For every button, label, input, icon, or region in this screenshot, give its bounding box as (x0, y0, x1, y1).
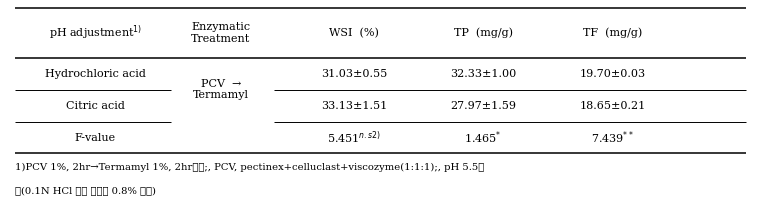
Text: 33.13±1.51: 33.13±1.51 (320, 101, 387, 111)
Text: TF  (mg/g): TF (mg/g) (583, 28, 642, 38)
Text: PCV  →
Termamyl: PCV → Termamyl (193, 79, 249, 100)
Text: WSI  (%): WSI (%) (329, 28, 379, 38)
Text: TP  (mg/g): TP (mg/g) (454, 28, 513, 38)
Text: F-value: F-value (75, 132, 116, 143)
Text: Hydrochloric acid: Hydrochloric acid (45, 69, 145, 79)
Text: 5.451$^{n.s2)}$: 5.451$^{n.s2)}$ (326, 129, 381, 146)
Text: 절(0.1N HCl 또는 구연산 0.8% 쳊가): 절(0.1N HCl 또는 구연산 0.8% 쳊가) (15, 186, 156, 195)
Text: pH adjustment$^{1)}$: pH adjustment$^{1)}$ (49, 24, 142, 42)
Text: 1.465$^{*}$: 1.465$^{*}$ (464, 129, 502, 146)
Text: 7.439$^{**}$: 7.439$^{**}$ (591, 129, 634, 146)
Text: 19.70±0.03: 19.70±0.03 (580, 69, 645, 79)
Text: 27.97±1.59: 27.97±1.59 (451, 101, 516, 111)
Text: 1)PCV 1%, 2hr→Termamyl 1%, 2hr처리;, PCV, pectinex+celluclast+viscozyme(1:1:1);, p: 1)PCV 1%, 2hr→Termamyl 1%, 2hr처리;, PCV, … (15, 163, 485, 172)
Text: Enzymatic
Treatment: Enzymatic Treatment (191, 22, 250, 44)
Text: 31.03±0.55: 31.03±0.55 (320, 69, 387, 79)
Text: 32.33±1.00: 32.33±1.00 (450, 69, 517, 79)
Text: 18.65±0.21: 18.65±0.21 (579, 101, 646, 111)
Text: Citric acid: Citric acid (65, 101, 125, 111)
